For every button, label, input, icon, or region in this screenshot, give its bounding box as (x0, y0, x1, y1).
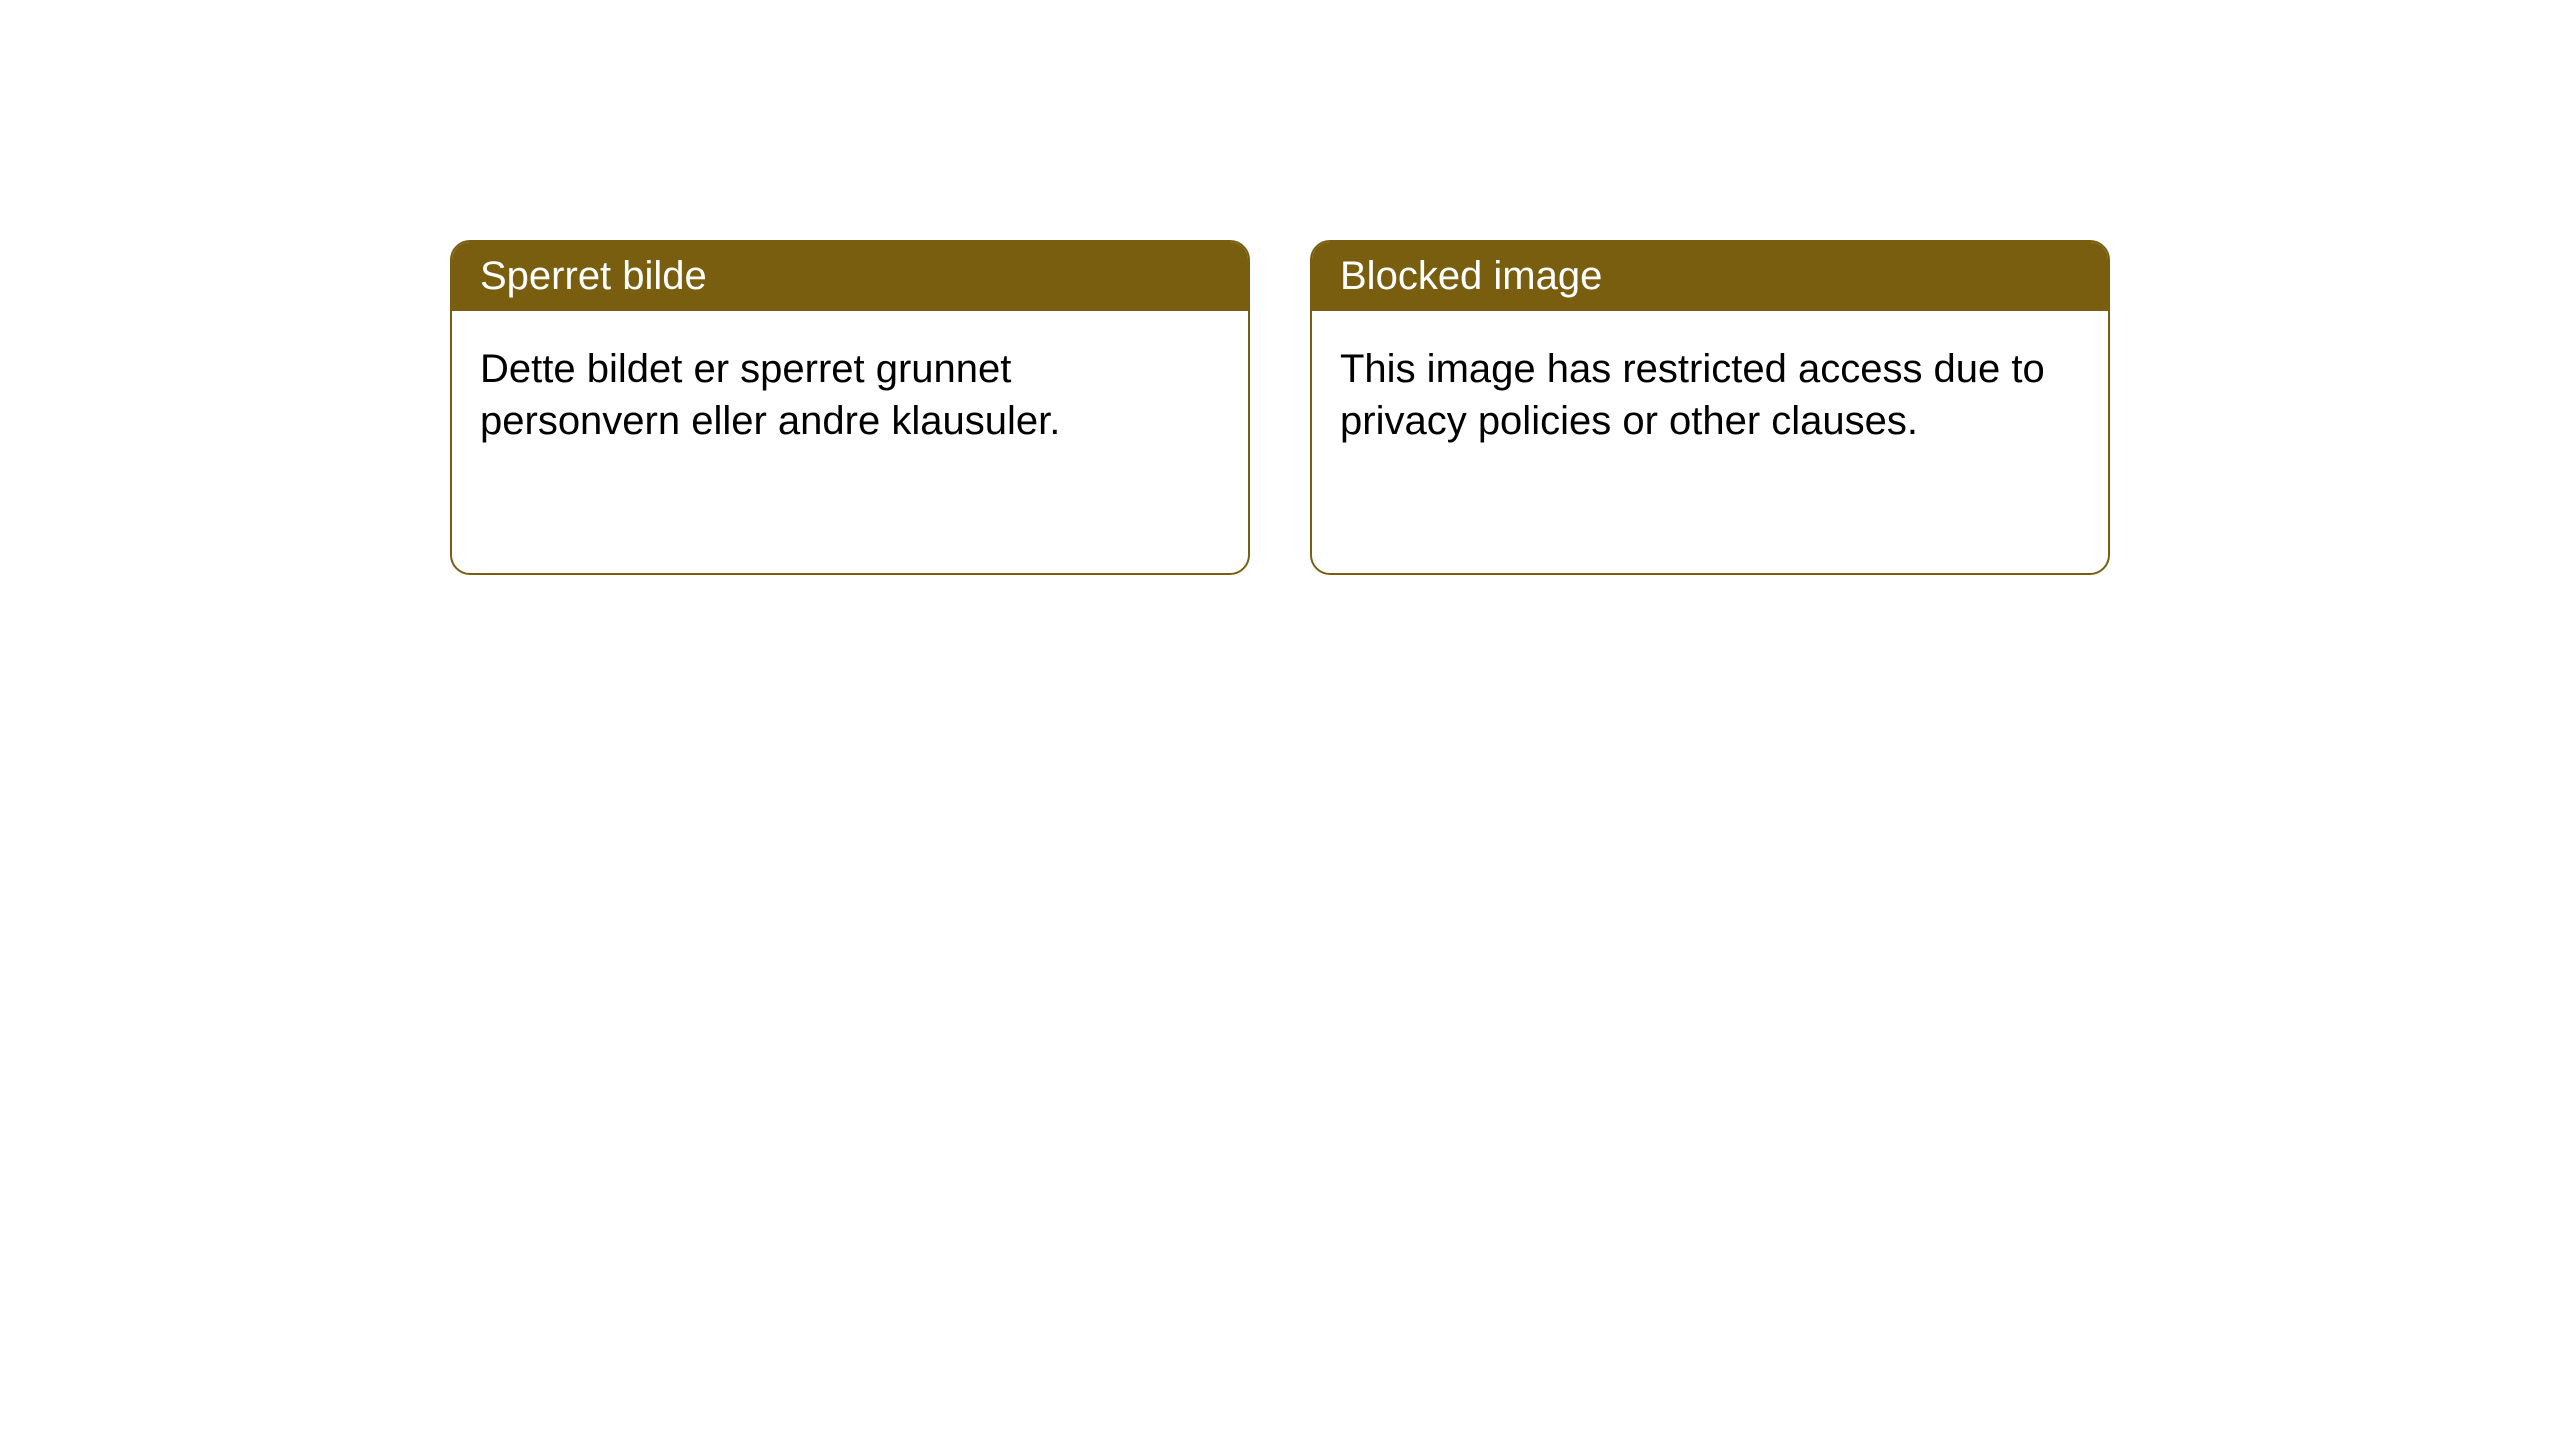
notice-header-norwegian: Sperret bilde (452, 242, 1248, 311)
notice-title-english: Blocked image (1340, 254, 1602, 298)
notice-body-norwegian: Dette bildet er sperret grunnet personve… (452, 311, 1248, 479)
notice-text-norwegian: Dette bildet er sperret grunnet personve… (480, 347, 1060, 443)
notice-body-english: This image has restricted access due to … (1312, 311, 2108, 479)
notice-container: Sperret bilde Dette bildet er sperret gr… (450, 240, 2110, 575)
notice-header-english: Blocked image (1312, 242, 2108, 311)
notice-card-norwegian: Sperret bilde Dette bildet er sperret gr… (450, 240, 1250, 575)
notice-title-norwegian: Sperret bilde (480, 254, 707, 298)
notice-card-english: Blocked image This image has restricted … (1310, 240, 2110, 575)
notice-text-english: This image has restricted access due to … (1340, 347, 2045, 443)
